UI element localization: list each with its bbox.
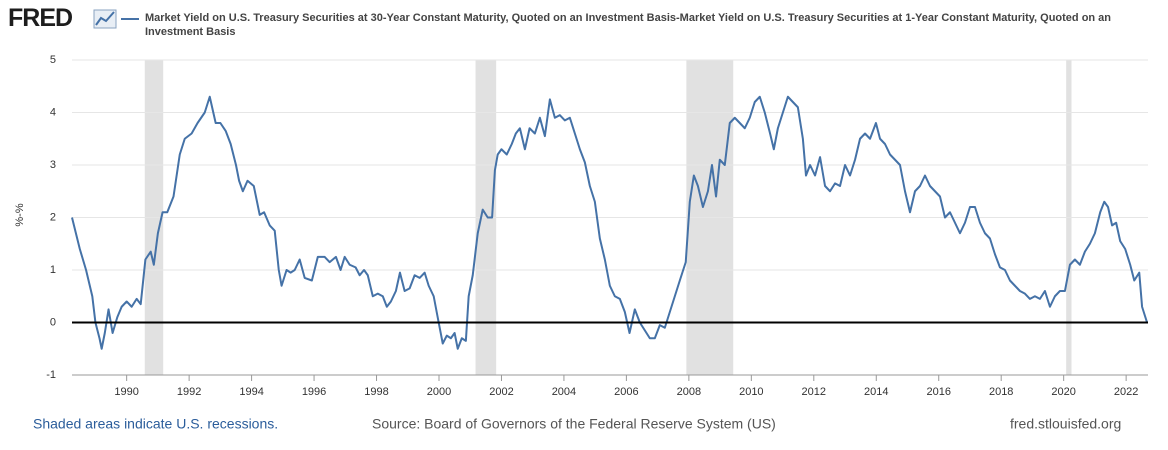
recession-note: Shaded areas indicate U.S. recessions. (33, 416, 278, 432)
y-tick-label: 2 (50, 211, 56, 223)
series-line (71, 95, 1149, 350)
logo-icon-line (95, 11, 115, 26)
site: fred.stlouisfed.org (1010, 416, 1121, 432)
y-tick-label: 5 (50, 54, 56, 66)
y-tick-label: -1 (46, 369, 56, 381)
x-tick-label: 2014 (864, 386, 888, 398)
x-tick-label: 2016 (926, 386, 950, 398)
x-tick-label: 2018 (989, 386, 1013, 398)
y-tick-label: 3 (50, 159, 56, 171)
x-tick-label: 2004 (552, 386, 576, 398)
y-tick-label: 0 (50, 316, 56, 328)
legend-swatch (121, 18, 139, 20)
x-tick-label: 1990 (114, 386, 138, 398)
x-tick-label: 2022 (1114, 386, 1138, 398)
source: Source: Board of Governors of the Federa… (372, 416, 776, 432)
x-tick-label: 2000 (427, 386, 451, 398)
x-tick-label: 1998 (364, 386, 388, 398)
y-tick-label: 1 (50, 264, 56, 276)
x-tick-label: 2006 (614, 386, 638, 398)
legend-label: Market Yield on U.S. Treasury Securities… (145, 12, 1112, 38)
x-tick-label: 2012 (802, 386, 826, 398)
x-tick-label: 2002 (489, 386, 513, 398)
legend: Market Yield on U.S. Treasury Securities… (121, 11, 1121, 39)
x-tick-label: 2010 (739, 386, 763, 398)
x-tick-label: 2020 (1051, 386, 1075, 398)
x-tick-label: 1994 (239, 386, 263, 398)
x-tick-label: 1992 (177, 386, 201, 398)
y-axis-label: %-% (14, 203, 26, 226)
x-tick-label: 2008 (677, 386, 701, 398)
x-tick-label: 1996 (302, 386, 326, 398)
brand: FRED (8, 4, 73, 32)
y-tick-label: 4 (50, 106, 56, 118)
